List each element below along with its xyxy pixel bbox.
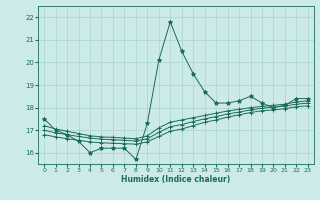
- X-axis label: Humidex (Indice chaleur): Humidex (Indice chaleur): [121, 175, 231, 184]
